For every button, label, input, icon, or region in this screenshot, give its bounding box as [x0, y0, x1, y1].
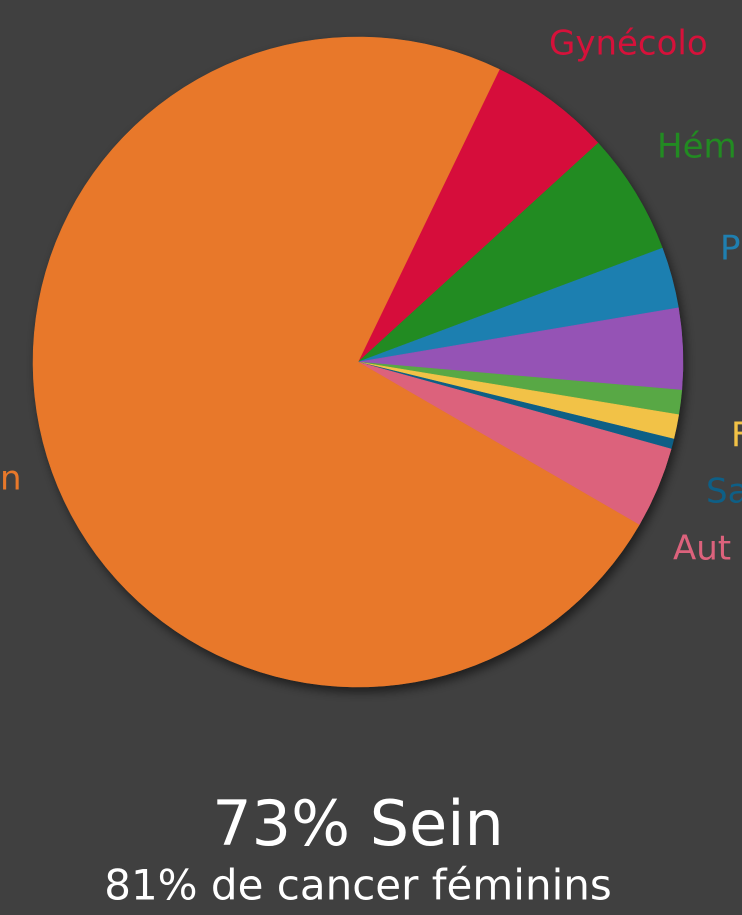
slice-label: Hém: [657, 127, 737, 167]
chart-title: 73% Sein: [212, 787, 504, 860]
slice-label: Aut: [673, 529, 731, 569]
chart-subtitle: 81% de cancer féminins: [104, 861, 612, 910]
pie: [32, 36, 684, 688]
slice-label: P: [720, 229, 741, 269]
pie-slice: [357, 142, 663, 363]
pie-slice: [32, 36, 640, 688]
slice-label: n: [0, 459, 22, 499]
slice-label: Gynécolo: [549, 24, 708, 64]
slice-label: F: [731, 416, 742, 456]
pie-slice: [357, 69, 599, 363]
slice-label: Sa: [706, 472, 742, 512]
